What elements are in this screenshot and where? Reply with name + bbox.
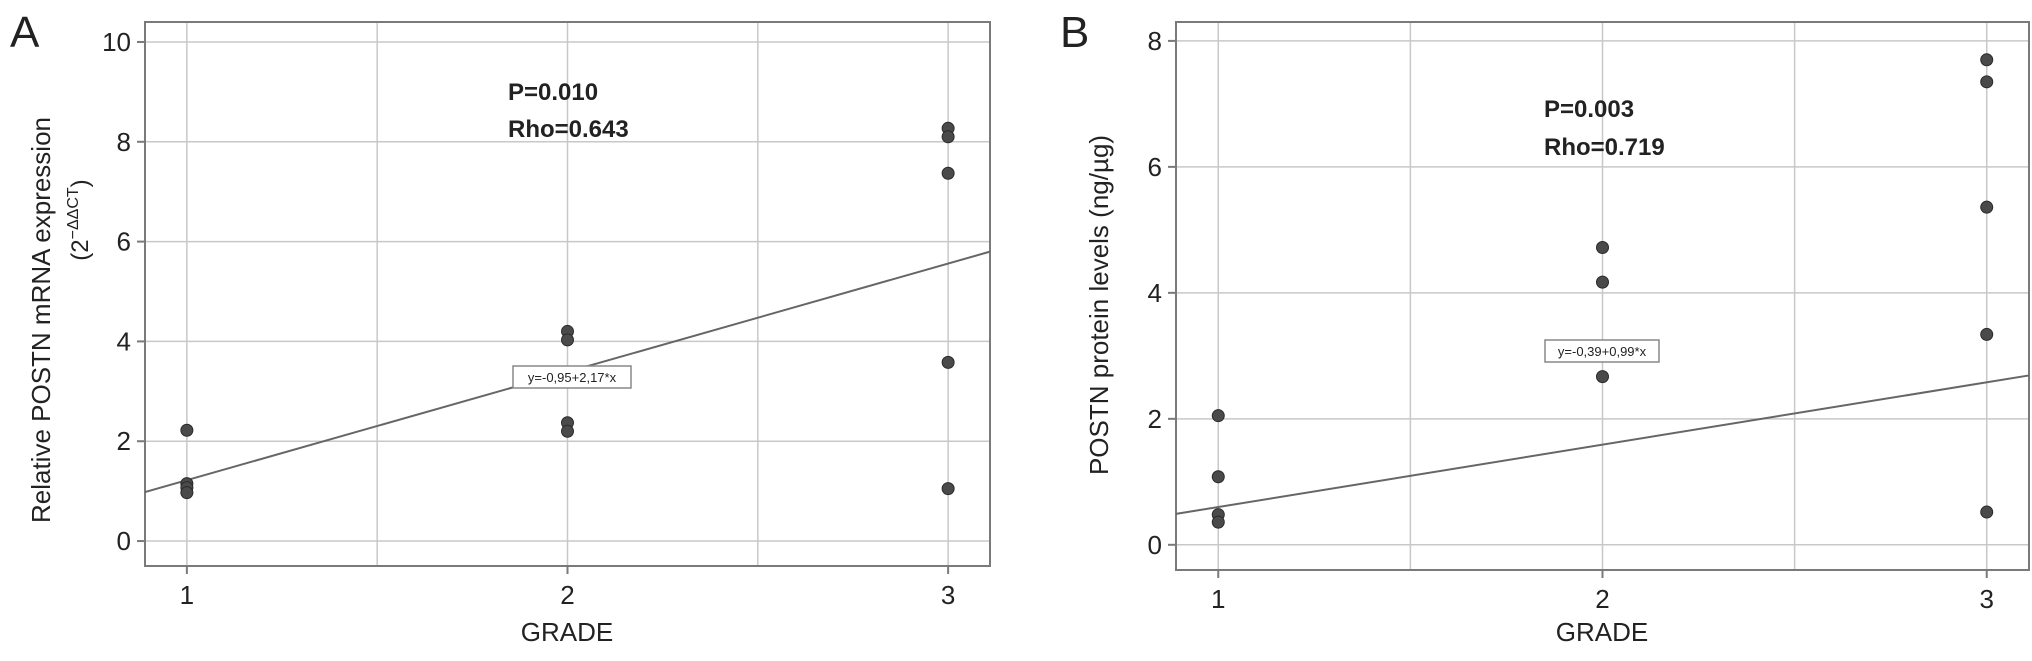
panel-a-x-tick-label: 2 [560, 580, 574, 610]
panel-a-data-point [561, 333, 574, 347]
panel-b-data-point [1211, 470, 1225, 484]
panel-b-letter: B [1060, 8, 1089, 57]
panel-b-data-point [1980, 53, 1994, 67]
panel-b: B 0 2 4 6 8 1 2 3 y=-0,39+0,99*x P=0.003 Rho=0… [1060, 8, 2030, 647]
panel-a-y-unit-exponent: −ΔΔCT [65, 187, 82, 239]
panel-a-y-tick-label: 8 [117, 127, 131, 157]
panel-a-y-unit-suffix: ) [67, 179, 94, 187]
panel-a-data-point [180, 423, 194, 437]
panel-b-x-axis-label: GRADE [1556, 617, 1648, 647]
panel-b-fit-line [1175, 374, 2030, 515]
panel-b-data-point [1980, 327, 1994, 341]
panel-b-y-tick-label: 4 [1148, 278, 1162, 308]
panel-b-points [1211, 53, 1994, 529]
panel-a-y-axis-label: Relative POSTN mRNA expression [26, 117, 56, 523]
panel-a-data-point [561, 424, 574, 438]
panel-b-data-point [1211, 409, 1225, 423]
panel-b-y-tick-label: 6 [1148, 152, 1162, 182]
panel-a-data-point [180, 486, 194, 500]
panel-b-data-point [1980, 75, 1994, 89]
panel-a-grid [145, 22, 990, 566]
panel-a-data-point [941, 130, 955, 144]
panel-a-x-ticks: 1 2 3 [180, 566, 955, 610]
panel-a-y-tick-label: 2 [117, 426, 131, 456]
panel-a-equation-box: y=-0,95+2,17*x [512, 365, 632, 389]
panel-a-y-tick-label: 0 [117, 526, 131, 556]
panel-a-y-ticks: 0 2 4 6 8 10 [102, 27, 145, 556]
panel-b-equation-text: y=-0,39+0,99*x [1558, 344, 1647, 359]
panel-a-equation-frame [512, 365, 632, 389]
panel-b-data-point [1211, 515, 1225, 529]
panel-a-y-axis-unit: (2−ΔΔCT) [65, 179, 94, 260]
panel-b-equation-box: y=-0,39+0,99*x [1544, 339, 1660, 363]
panel-b-stat-p: P=0.003 [1544, 96, 1634, 123]
panel-a-equation-text: y=-0,95+2,17*x [528, 370, 617, 385]
panel-a-points [180, 121, 955, 500]
panel-b-x-tick-label: 2 [1595, 584, 1609, 614]
panel-a-y-tick-label: 4 [117, 326, 131, 356]
panel-a-data-point [941, 166, 955, 180]
panel-b-y-tick-label: 8 [1148, 26, 1162, 56]
panel-a-x-tick-label: 3 [941, 580, 955, 610]
panel-b-y-tick-label: 0 [1148, 530, 1162, 560]
panel-b-y-axis-label: POSTN protein levels (ng/µg) [1084, 135, 1114, 475]
panel-a-x-axis-label: GRADE [521, 617, 613, 647]
panel-b-grid [1176, 22, 2029, 570]
panel-a-y-unit-prefix: (2 [67, 239, 94, 260]
panel-a-x-tick-label: 1 [180, 580, 194, 610]
panel-b-equation-frame [1544, 339, 1660, 363]
panel-b-x-tick-label: 3 [1979, 584, 1993, 614]
panel-b-data-point [1596, 275, 1609, 289]
panel-b-stat-rho: Rho=0.719 [1544, 134, 1665, 161]
panel-a-letter: A [10, 8, 40, 57]
panel-b-x-tick-label: 1 [1211, 584, 1225, 614]
panel-b-data-point [1980, 200, 1994, 214]
panel-b-y-tick-label: 2 [1148, 404, 1162, 434]
panel-b-data-point [1596, 370, 1609, 384]
panel-b-data-point [1980, 505, 1994, 519]
panel-b-data-point [1596, 240, 1609, 254]
panel-a-y-tick-label: 6 [117, 227, 131, 257]
panel-a-y-tick-label: 10 [102, 27, 131, 57]
panel-a-data-point [941, 482, 955, 496]
panel-a-stat-rho: Rho=0.643 [508, 116, 629, 143]
panel-b-x-ticks: 1 2 3 [1211, 570, 1994, 614]
panel-a-stat-p: P=0.010 [508, 79, 598, 106]
panel-a-data-point [941, 355, 955, 369]
panel-b-y-ticks: 0 2 4 6 8 [1148, 26, 1176, 560]
